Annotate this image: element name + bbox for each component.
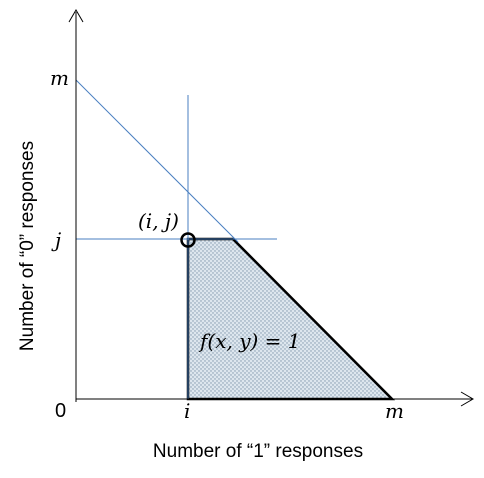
origin-label: 0	[55, 400, 66, 422]
x-axis-arrowhead	[460, 391, 474, 407]
y-axis-title: Number of “0” responses	[17, 141, 38, 351]
region-label: f(x, y) = 1	[198, 329, 301, 353]
point-i-j-marker	[180, 232, 196, 248]
y-tick-m: m	[50, 66, 69, 90]
y-tick-j: j	[51, 228, 61, 252]
y-axis-arrowhead	[68, 9, 84, 23]
x-tick-i: i	[184, 399, 190, 423]
x-axis-title: Number of “1” responses	[153, 441, 363, 462]
feasible-region	[186, 237, 396, 401]
x-tick-m: m	[385, 399, 404, 423]
diagonal-guide-line	[75, 79, 239, 243]
point-label: (i, j)	[138, 209, 179, 233]
